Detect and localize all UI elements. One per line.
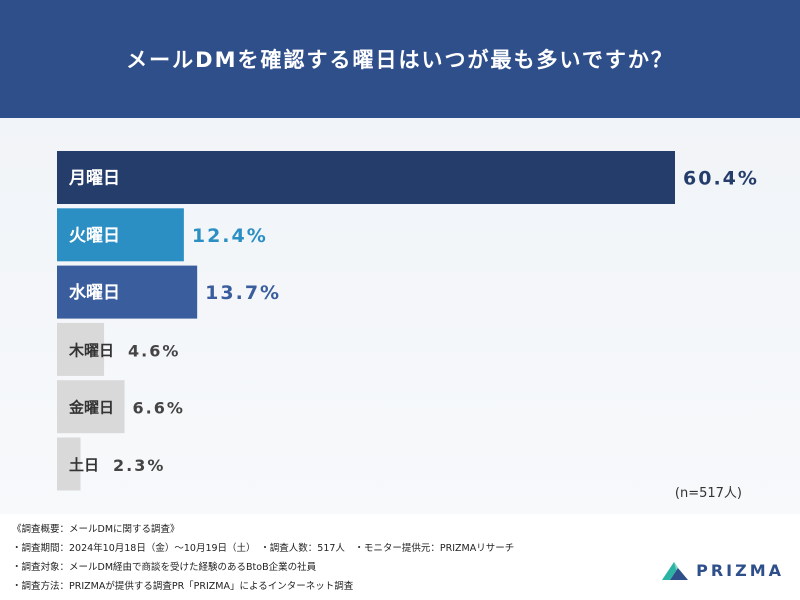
category-label-5: 金曜日: [68, 399, 114, 417]
survey-notes: 《調査概要：メールDMに関する調査》 ・調査期間：2024年10月18日（金）〜…: [12, 520, 652, 596]
category-label-4: 木曜日: [68, 341, 114, 359]
prizma-logo: PRIZMA: [660, 558, 784, 582]
category-label-3: 水曜日: [69, 282, 120, 303]
value-label-6: 2.3%: [113, 456, 165, 475]
notes-target: ・調査対象：メールDM経由で商談を受けた経験のあるBtoB企業の社員: [12, 562, 317, 573]
chart-panel: 月曜日 60.4% 火曜日 12.4% 水曜日 13.7% 木曜日 4.6% 金曜日 6.6% 土日…: [0, 118, 800, 514]
value-label-4: 4.6%: [128, 341, 180, 360]
category-label-1: 月曜日: [68, 169, 120, 189]
bar-6: [57, 437, 81, 491]
value-label-3: 13.7%: [205, 282, 281, 304]
bar-chart: 月曜日 60.4% 火曜日 12.4% 水曜日 13.7% 木曜日 4.6% 金曜日 6.6% 土日…: [57, 151, 759, 491]
notes-heading: 《調査概要：メールDMに関する調査》: [12, 524, 180, 535]
value-label-5: 6.6%: [133, 399, 185, 418]
bar-2: [57, 208, 184, 262]
value-label-2: 12.4%: [192, 225, 268, 247]
prizma-mountain-icon: [662, 562, 689, 580]
notes-period: ・調査期間：2024年10月18日（金）〜10月19日（土） ・調査人数：517…: [12, 543, 515, 554]
chart-title: メールDMを確認する曜日はいつが最も多いですか？: [126, 48, 674, 72]
bar-1: [57, 151, 675, 204]
category-label-6: 土日: [69, 456, 99, 474]
bar-4: [57, 322, 105, 376]
logo-text: PRIZMA: [696, 560, 784, 580]
category-label-2: 火曜日: [69, 226, 120, 246]
sample-size: (n=517人): [674, 486, 742, 501]
bar-5: [57, 380, 125, 434]
bar-3: [57, 265, 198, 319]
notes-method: ・調査方法：PRIZMAが提供する調査PR「PRIZMA」によるインターネット調…: [12, 581, 354, 592]
header-banner: メールDMを確認する曜日はいつが最も多いですか？: [0, 0, 800, 118]
value-label-1: 60.4%: [683, 168, 759, 190]
